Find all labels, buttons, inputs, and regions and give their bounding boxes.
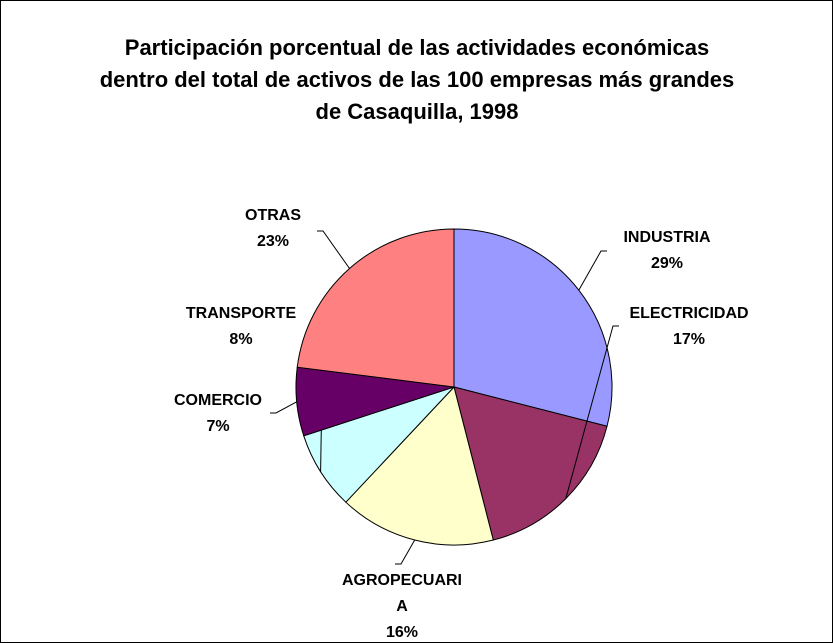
- leader-line: [578, 250, 607, 291]
- leader-line: [270, 401, 297, 414]
- category-label: ELECTRICIDAD: [629, 305, 749, 322]
- slice-label: INDUSTRIA 29%: [623, 225, 710, 277]
- category-label: AGROPECUARIA: [341, 572, 462, 615]
- value-label: 17%: [672, 331, 706, 348]
- leader-line: [565, 325, 619, 499]
- value-label: 16%: [385, 624, 419, 641]
- slice-label: COMERCIO 7%: [174, 388, 262, 440]
- slice-label: OTRAS 23%: [245, 203, 301, 255]
- leader-line: [317, 230, 350, 269]
- slice-label: TRANSPORTE 8%: [186, 301, 296, 353]
- category-label: COMERCIO: [174, 392, 262, 409]
- pie-slice: [345, 385, 494, 546]
- pie-slice: [296, 228, 455, 388]
- leader-line: [395, 539, 416, 565]
- category-label: OTRAS: [245, 207, 301, 224]
- value-label: 23%: [256, 233, 290, 250]
- value-label: 7%: [206, 418, 230, 435]
- slice-label: AGROPECUARIA 16%: [340, 568, 464, 642]
- chart-title: Participación porcentual de las activida…: [99, 35, 735, 124]
- value-label: 8%: [229, 331, 253, 348]
- slice-label: ELECTRICIDAD 17%: [629, 301, 748, 353]
- category-label: TRANSPORTE: [185, 305, 297, 322]
- category-label: INDUSTRIA: [623, 229, 711, 246]
- pie-slice: [453, 228, 613, 427]
- value-label: 29%: [650, 255, 684, 272]
